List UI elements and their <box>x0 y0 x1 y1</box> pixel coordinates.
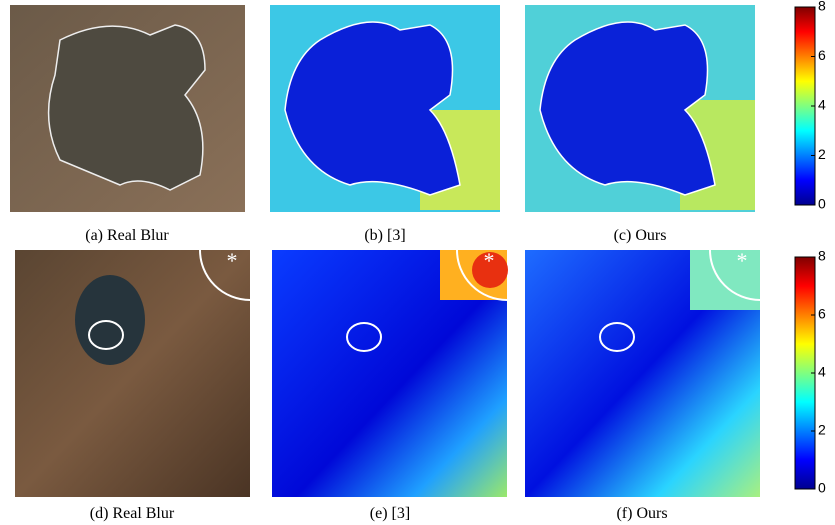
caption: (a) Real Blur <box>85 227 169 244</box>
colorbar-tick-label: 4 <box>818 97 826 113</box>
caption: (b) [3] <box>364 227 405 244</box>
photo-a <box>10 5 245 212</box>
svg-text:*: * <box>227 248 238 273</box>
colorbar-tick-label: 6 <box>818 306 826 322</box>
map-f: * <box>525 248 760 497</box>
caption: (d) Real Blur <box>90 505 175 522</box>
colorbar: 0 2 4 6 8 <box>795 248 826 496</box>
map-b <box>270 5 500 212</box>
colorbar-tick-label: 8 <box>818 248 826 264</box>
colorbar-tick-label: 2 <box>818 422 826 438</box>
figure: * * * (a) Real Blur (b) [3] (c) Ours (d)… <box>0 0 835 525</box>
caption: (e) [3] <box>370 505 410 522</box>
colorbar-tick-label: 8 <box>818 0 826 14</box>
map-c <box>525 5 755 212</box>
colorbar-tick-label: 4 <box>818 364 826 380</box>
colorbar-tick-label: 6 <box>818 47 826 63</box>
caption: (f) Ours <box>616 505 667 522</box>
svg-text:*: * <box>737 248 748 273</box>
caption: (c) Ours <box>614 227 667 244</box>
colorbar-tick-label: 0 <box>818 480 826 496</box>
map-e: * <box>272 248 508 497</box>
colorbar-tick-label: 0 <box>818 196 826 212</box>
colorbar-tick-label: 2 <box>818 146 826 162</box>
photo-d: * <box>15 248 250 497</box>
svg-text:*: * <box>484 248 495 273</box>
colorbar: 0 2 4 6 8 <box>795 0 826 212</box>
